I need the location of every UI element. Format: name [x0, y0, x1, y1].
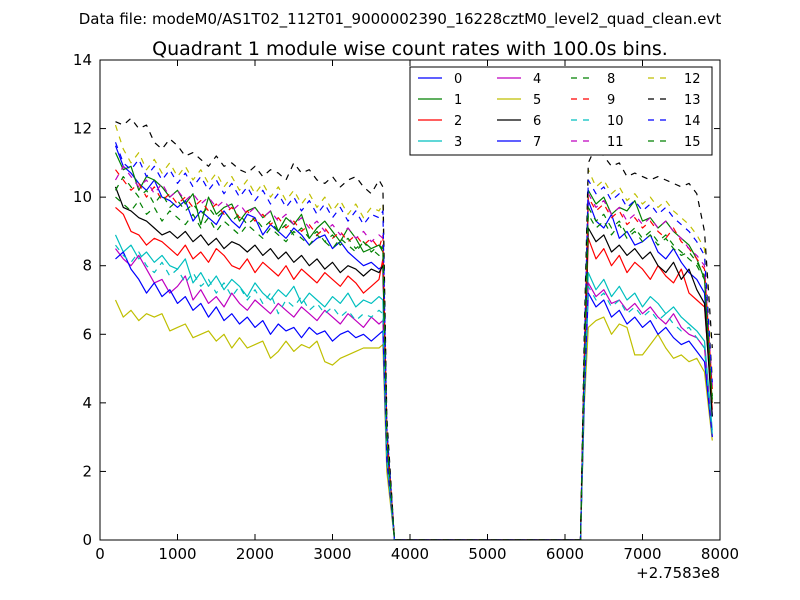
series-line-5	[114, 299, 713, 540]
y-tick-label: 14	[73, 51, 92, 69]
series-line-6	[114, 186, 713, 540]
series-line-1	[114, 152, 713, 540]
x-tick-label: 2000	[236, 545, 274, 563]
legend-box	[409, 66, 713, 156]
legend-label-15: 15	[684, 135, 701, 150]
legend-label-4: 4	[533, 72, 541, 87]
figure-suptitle: Data file: modeM0/AS1T02_112T01_90000023…	[79, 10, 722, 29]
legend-label-14: 14	[684, 114, 701, 129]
x-tick-label: 0	[95, 545, 105, 563]
series-line-0	[114, 145, 713, 540]
legend-label-9: 9	[607, 93, 615, 108]
legend-label-10: 10	[607, 114, 624, 129]
y-tick-label: 10	[73, 188, 92, 206]
legend-label-11: 11	[607, 135, 624, 150]
series-line-15	[114, 176, 713, 540]
x-offset-label: +2.7583e8	[636, 564, 720, 582]
x-tick-label: 8000	[701, 545, 739, 563]
legend-label-3: 3	[454, 135, 462, 150]
legend-label-7: 7	[533, 135, 541, 150]
legend-label-12: 12	[684, 72, 701, 87]
x-tick-label: 6000	[546, 545, 584, 563]
x-tick-label: 4000	[391, 545, 429, 563]
y-tick-label: 6	[82, 325, 92, 343]
series-line-8	[115, 196, 713, 540]
series-line-13	[115, 117, 713, 540]
chart-title: Quadrant 1 module wise count rates with …	[152, 38, 668, 60]
series-line-7	[115, 251, 713, 540]
legend-label-1: 1	[454, 93, 462, 108]
series-line-3	[114, 234, 713, 540]
series-line-11	[114, 165, 713, 540]
x-tick-label: 3000	[313, 545, 351, 563]
y-tick-label: 12	[73, 120, 92, 138]
y-tick-label: 8	[82, 257, 92, 275]
x-tick-label: 5000	[468, 545, 506, 563]
series-line-9	[115, 169, 713, 540]
series-layer	[114, 117, 713, 540]
series-line-14	[114, 142, 713, 540]
legend-label-8: 8	[607, 72, 615, 87]
series-line-12	[114, 124, 713, 540]
series-line-10	[115, 244, 713, 540]
legend-label-5: 5	[533, 93, 541, 108]
legend-label-0: 0	[454, 72, 462, 87]
legend-label-13: 13	[684, 93, 701, 108]
legend-label-6: 6	[533, 114, 541, 129]
y-tick-label: 0	[82, 531, 92, 549]
x-tick-label: 7000	[623, 545, 661, 563]
axis-ticks: 0 1000 2000 3000 4000 5000 6000 7000 80000246810…	[73, 51, 739, 563]
x-tick-label: 1000	[158, 545, 196, 563]
y-tick-label: 4	[82, 394, 92, 412]
series-line-2	[115, 206, 713, 540]
y-tick-label: 2	[82, 462, 92, 480]
legend-label-2: 2	[454, 114, 462, 129]
series-line-4	[115, 248, 713, 540]
